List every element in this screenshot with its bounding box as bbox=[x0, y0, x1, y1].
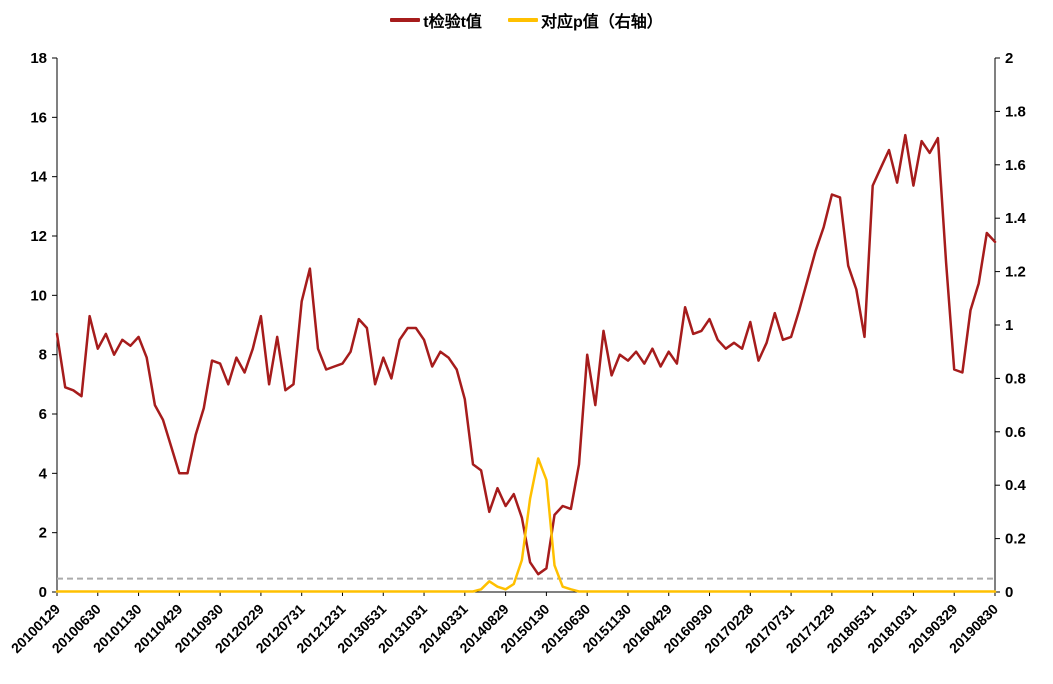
y-axis-right: 0 0.2 0.4 0.6 0.8 1 1.2 1.4 1.6 1.8 2 bbox=[995, 50, 1027, 601]
p-value-line bbox=[55, 457, 997, 593]
x-axis: 2010012920100630201011302011042920110930… bbox=[8, 592, 1001, 656]
y-axis-left-label: 8 bbox=[39, 347, 47, 364]
y-axis-right-label: 1.8 bbox=[1005, 103, 1026, 120]
y-axis-left: 0 2 4 6 8 10 12 14 16 18 bbox=[30, 50, 57, 601]
legend-item-p-value: 对应p值（右轴） bbox=[507, 8, 663, 32]
y-axis-right-label: 1.4 bbox=[1005, 210, 1027, 227]
y-axis-left-label: 0 bbox=[39, 584, 47, 601]
y-axis-right-label: 0.6 bbox=[1005, 424, 1026, 441]
y-axis-right-label: 1.2 bbox=[1005, 264, 1026, 281]
t-value-line bbox=[55, 133, 997, 576]
legend-swatch-t-value bbox=[390, 18, 421, 22]
y-axis-left-label: 4 bbox=[39, 465, 48, 482]
y-axis-right-label: 0.2 bbox=[1005, 531, 1026, 548]
legend-label-p-value: 对应p值（右轴） bbox=[540, 14, 663, 31]
y-axis-left-label: 2 bbox=[39, 525, 47, 542]
y-axis-right-label: 1.6 bbox=[1005, 157, 1026, 174]
y-axis-left-label: 18 bbox=[30, 50, 47, 67]
y-axis-left-label: 16 bbox=[30, 109, 47, 126]
legend-item-t-value: t检验t值 bbox=[390, 8, 482, 32]
y-axis-right-label: 2 bbox=[1005, 50, 1013, 67]
axes bbox=[56, 58, 996, 593]
y-axis-right-label: 0.4 bbox=[1005, 477, 1027, 494]
legend-swatch-p-value bbox=[507, 18, 538, 22]
y-axis-left-label: 10 bbox=[30, 287, 47, 304]
legend-label-t-value: t检验t值 bbox=[423, 14, 482, 31]
y-axis-left-label: 14 bbox=[30, 169, 47, 186]
y-axis-right-label: 0 bbox=[1005, 584, 1013, 601]
y-axis-right-label: 0.8 bbox=[1005, 370, 1026, 387]
y-axis-left-label: 6 bbox=[39, 406, 47, 423]
y-axis-left-label: 12 bbox=[30, 228, 47, 245]
chart-legend: t检验t值 对应p值（右轴） bbox=[0, 8, 1053, 32]
y-axis-right-label: 1 bbox=[1005, 317, 1013, 334]
